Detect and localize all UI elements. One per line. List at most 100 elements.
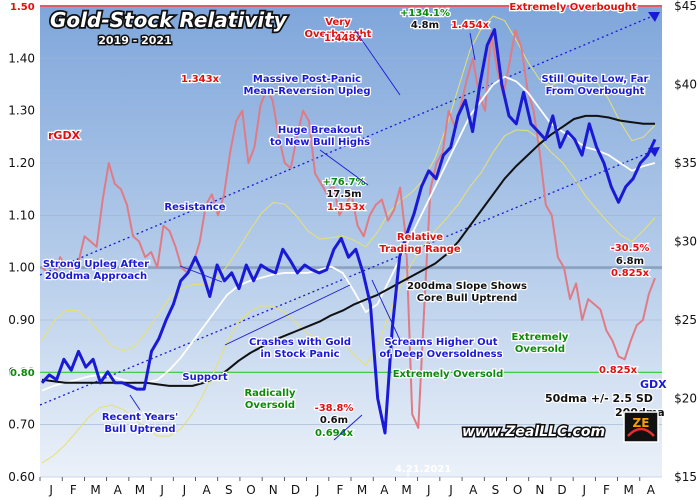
- annotation-label: 1.454x: [451, 20, 490, 31]
- rgdx-axis-label: rGDX: [48, 129, 81, 142]
- x-tick-label: A: [647, 483, 656, 497]
- x-tick-label: A: [202, 483, 211, 497]
- right-tick-label: $45: [674, 0, 697, 13]
- chart-subtitle: 2019 - 2021: [98, 34, 171, 47]
- left-tick-label: 0.60: [8, 470, 35, 484]
- annotation-label: Radically Oversold: [244, 388, 296, 411]
- annotation-label: Extremely Overbought: [509, 2, 637, 13]
- chart-title: Gold-Stock Relativity: [50, 8, 288, 32]
- x-tick-label: D: [557, 483, 566, 497]
- support-line: [39, 149, 656, 406]
- x-tick-label: J: [159, 483, 164, 497]
- x-tick-label: F: [603, 483, 610, 497]
- annotation-label: -30.5%: [611, 243, 650, 254]
- annotation-label: 4.8m: [411, 20, 439, 31]
- right-tick-label: $40: [674, 78, 697, 92]
- x-tick-label: A: [380, 483, 389, 497]
- annotation-label: -38.8%: [315, 403, 354, 414]
- x-tick-label: J: [182, 483, 187, 497]
- annotation-label: +76.7%: [322, 177, 365, 188]
- x-tick-label: N: [535, 483, 544, 497]
- legend-band: 50dma +/- 2.5 SD: [545, 392, 653, 405]
- annotation-label: Crashes with Gold in Stock Panic: [249, 337, 351, 360]
- right-tick-label: $20: [674, 392, 697, 406]
- annotation-label: 1.153x: [327, 202, 366, 213]
- x-tick-label: A: [114, 483, 123, 497]
- x-tick-label: O: [513, 483, 522, 497]
- annotation-label: Support: [182, 372, 227, 383]
- annotation-label: Extremely Oversold: [393, 369, 504, 380]
- reference-lines: [40, 5, 662, 477]
- x-tick-label: J: [581, 483, 586, 497]
- x-tick-label: M: [90, 483, 100, 497]
- legend-gdx: GDX: [640, 378, 667, 391]
- annotation-arrow: [179, 265, 223, 283]
- resistance-arrowhead: [648, 12, 660, 22]
- right-tick-label: $35: [674, 156, 697, 170]
- annotation-label: +134.1%: [400, 8, 450, 19]
- svg-text:ZE: ZE: [633, 416, 650, 430]
- annotation-label-repeat: Extremely Oversold: [512, 332, 569, 355]
- annotation-arrow: [469, 32, 476, 61]
- x-tick-label: D: [291, 483, 300, 497]
- annotation-label: Huge Breakout to New Bull Highs: [270, 125, 370, 148]
- right-tick-label: $30: [674, 235, 697, 249]
- annotation-label: 6.8m: [616, 256, 644, 267]
- x-tick-label: S: [492, 483, 500, 497]
- website-block: www.ZealLLC.com ZE: [461, 411, 659, 443]
- annotation-label: 1.448x: [324, 33, 363, 44]
- series-gdx-line: [40, 28, 657, 435]
- annotation-arrow: [224, 284, 351, 346]
- upper-band-line: [41, 15, 656, 352]
- annotation-label: Resistance: [164, 202, 225, 213]
- x-tick-label: M: [135, 483, 145, 497]
- annotation-label: Strong Upleg After 200dma Approach: [43, 259, 149, 282]
- annotation-arrow: [333, 414, 363, 441]
- lower-band-line: [41, 129, 656, 464]
- annotation-label: 1.343x: [181, 74, 220, 85]
- x-tick-label: M: [401, 483, 411, 497]
- x-tick-label: N: [269, 483, 278, 497]
- x-tick-label: M: [623, 483, 633, 497]
- annotation-label: 200dma Slope Shows Core Bull Uptrend: [407, 281, 527, 304]
- x-tick-label: J: [315, 483, 320, 497]
- x-tick-label: F: [336, 483, 343, 497]
- legend: GDX 50dma +/- 2.5 SD 200dma: [544, 377, 669, 421]
- x-tick-label: J: [448, 483, 453, 497]
- axis-ticks: 0.60 0.70 0.80 0.90 1.00 1.10 1.20 1.30 1.40 $15 $…: [8, 0, 697, 497]
- x-tick-label: M: [357, 483, 367, 497]
- x-tick-label: F: [70, 483, 77, 497]
- annotation-arrow: [354, 29, 401, 96]
- left-tick-label: 1.10: [8, 208, 35, 222]
- annotation-label: Screams Higher Out of Deep Oversoldness: [379, 337, 502, 360]
- left-tick-label: 1.40: [8, 51, 35, 65]
- x-tick-label: S: [225, 483, 233, 497]
- left-tick-label: 1.20: [8, 156, 35, 170]
- zeal-logo: ZE: [623, 411, 659, 443]
- left-tick-label: 0.90: [8, 313, 35, 327]
- annotation-label-repeat: 0.825x: [599, 365, 638, 376]
- annotation-label: Massive Post-Panic Mean-Reversion Upleg: [244, 74, 371, 97]
- annotation-arrow: [319, 149, 369, 186]
- right-tick-label: $25: [674, 313, 697, 327]
- annotation-label: 0.6m: [320, 415, 348, 426]
- annotation-label: Still Quite Low, Far From Overbought: [542, 74, 649, 97]
- x-tick-label: A: [469, 483, 478, 497]
- left-tick-label: 1.00: [8, 261, 35, 275]
- left-axis-extras: 1.50 rGDX 0.80: [9, 1, 82, 381]
- annotation-label: 0.694x: [315, 428, 354, 439]
- annotation-label: 0.825x: [611, 268, 650, 279]
- annotation-arrow: [129, 394, 141, 411]
- date-marker-label: 4.21.2021: [395, 464, 451, 475]
- x-tick-label: J: [426, 483, 431, 497]
- left-tick-label: 0.70: [8, 418, 35, 432]
- series-rgdx-line: [41, 29, 656, 429]
- left-tick-label: 0.80: [8, 365, 35, 379]
- x-tick-label: O: [246, 483, 255, 497]
- annotation-label: 17.5m: [326, 189, 361, 200]
- marker-080-label: 0.80: [10, 368, 35, 379]
- annotation-label: Recent Years' Bull Uptrend: [102, 412, 178, 435]
